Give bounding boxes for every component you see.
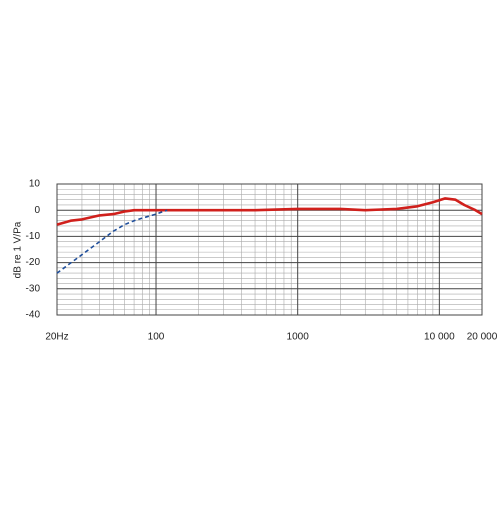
x-tick-label: 10 000: [424, 332, 455, 343]
x-tick-label: 20Hz: [45, 332, 68, 343]
response-line: [56, 197, 483, 226]
y-tick-label: 10: [29, 179, 41, 190]
y-tick-label: -30: [26, 283, 41, 294]
y-tick-label: 0: [34, 205, 40, 216]
y-tick-label: -40: [26, 310, 41, 321]
x-tick-label: 20 000: [467, 332, 498, 343]
x-tick-label: 100: [148, 332, 165, 343]
y-axis-label: dB re 1 V/Pa: [13, 221, 24, 278]
y-tick-label: -10: [26, 231, 41, 242]
x-tick-label: 1000: [287, 332, 310, 343]
response-line: [56, 209, 168, 274]
y-tick-label: -20: [26, 257, 41, 268]
plot-frame: [56, 183, 483, 316]
